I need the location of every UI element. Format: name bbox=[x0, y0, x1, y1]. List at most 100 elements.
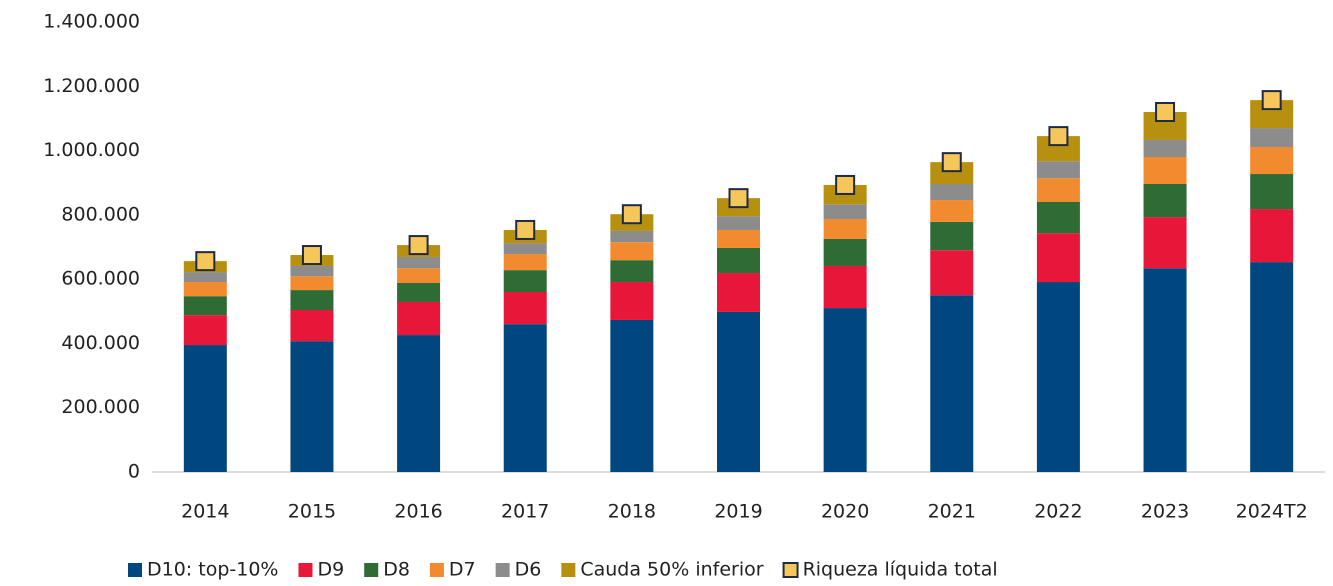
bar-segment bbox=[930, 162, 974, 184]
legend-swatch bbox=[298, 563, 313, 577]
legend-swatch bbox=[782, 562, 799, 578]
x-tick-label: 2014 bbox=[181, 501, 229, 523]
x-tick-label: 2021 bbox=[928, 501, 976, 523]
y-tick-label: 400.000 bbox=[61, 332, 140, 354]
legend-swatch bbox=[364, 563, 379, 577]
bar-segment bbox=[503, 254, 547, 271]
y-tick-label: 600.000 bbox=[61, 268, 140, 290]
bar-segment bbox=[930, 221, 974, 251]
y-tick-label: 1.400.000 bbox=[43, 11, 140, 33]
bar-segment bbox=[823, 238, 867, 266]
bar-segment bbox=[397, 256, 441, 269]
y-tick-label: 1.000.000 bbox=[43, 139, 140, 161]
total-marker bbox=[195, 251, 216, 272]
bar-segment bbox=[1250, 262, 1294, 472]
x-tick-label: 2024T2 bbox=[1236, 501, 1308, 523]
legend-label: D7 bbox=[449, 559, 476, 581]
total-marker bbox=[301, 245, 322, 266]
x-tick-label: 2016 bbox=[394, 501, 442, 523]
bar-segment bbox=[1143, 139, 1187, 157]
bar-segment bbox=[183, 272, 227, 283]
total-marker bbox=[835, 174, 856, 195]
bar-segment bbox=[610, 242, 654, 261]
bar-segment bbox=[717, 229, 760, 248]
bar-segment bbox=[823, 308, 867, 472]
legend-swatch bbox=[429, 563, 444, 577]
bar-segment bbox=[503, 270, 547, 292]
bar-segment bbox=[290, 290, 334, 310]
bar-segment bbox=[930, 200, 974, 222]
bar-segment bbox=[183, 315, 227, 346]
total-marker bbox=[515, 219, 536, 240]
legend-label: D9 bbox=[317, 559, 344, 581]
y-tick-label: 1.200.000 bbox=[43, 75, 140, 97]
bar-segment bbox=[290, 276, 334, 291]
x-tick-label: 2017 bbox=[501, 501, 549, 523]
x-tick-label: 2015 bbox=[288, 501, 336, 523]
legend-swatch bbox=[128, 563, 142, 577]
bar-segment bbox=[823, 265, 867, 309]
bar-segment bbox=[1143, 217, 1187, 269]
bar-segment bbox=[1143, 184, 1187, 218]
legend-label: Riqueza líquida total bbox=[803, 559, 998, 581]
legend-swatch bbox=[495, 563, 510, 577]
bar-segment bbox=[930, 184, 974, 201]
total-marker bbox=[1261, 90, 1282, 111]
bar-segment bbox=[717, 216, 760, 230]
y-tick-label: 200.000 bbox=[61, 396, 140, 418]
bar-segment bbox=[823, 204, 867, 220]
bar-segment bbox=[1143, 268, 1187, 472]
bar-segment bbox=[717, 273, 760, 312]
total-marker bbox=[1048, 126, 1069, 147]
bar-segment bbox=[397, 268, 441, 283]
bar-segment bbox=[610, 260, 654, 283]
x-tick-label: 2019 bbox=[714, 501, 762, 523]
bar-segment bbox=[1250, 128, 1294, 148]
y-tick-label: 800.000 bbox=[61, 203, 140, 225]
bar-segment bbox=[290, 310, 334, 342]
bar-segment bbox=[930, 295, 974, 472]
bar-segment bbox=[1036, 233, 1080, 283]
bar-segment bbox=[503, 292, 547, 325]
bar-segment bbox=[183, 345, 227, 472]
bar-segment bbox=[183, 296, 227, 316]
total-marker bbox=[408, 235, 429, 256]
bar-segment bbox=[610, 230, 654, 243]
legend-label: D6 bbox=[515, 559, 542, 581]
legend-label: Cauda 50% inferior bbox=[580, 559, 763, 581]
total-marker bbox=[621, 204, 642, 225]
x-tick-label: 2023 bbox=[1141, 501, 1189, 523]
bar-segment bbox=[397, 283, 441, 302]
bar-segment bbox=[610, 319, 654, 472]
total-marker bbox=[728, 188, 749, 209]
bar-segment bbox=[290, 341, 334, 472]
bar-segment bbox=[1036, 178, 1080, 202]
bar-segment bbox=[823, 219, 867, 239]
bar-segment bbox=[1036, 282, 1080, 472]
legend-label: D10: top-10% bbox=[147, 559, 278, 581]
bar-segment bbox=[1250, 147, 1294, 175]
bar-segment bbox=[1250, 209, 1294, 263]
x-tick-label: 2018 bbox=[608, 501, 656, 523]
bar-segment bbox=[930, 250, 974, 296]
bar-segment bbox=[397, 335, 441, 472]
bar-segment bbox=[503, 243, 547, 255]
bar-segment bbox=[503, 324, 547, 472]
bar-segment bbox=[717, 311, 760, 472]
legend-label: D8 bbox=[383, 559, 410, 581]
total-marker bbox=[941, 152, 962, 173]
y-tick-label: 0 bbox=[128, 461, 140, 483]
legend-swatch bbox=[561, 563, 576, 577]
bar-segment bbox=[610, 282, 654, 320]
x-tick-label: 2022 bbox=[1034, 501, 1082, 523]
x-tick-label: 2020 bbox=[821, 501, 869, 523]
total-marker bbox=[1155, 102, 1176, 122]
bar-segment bbox=[717, 247, 760, 274]
bar-segment bbox=[183, 282, 227, 297]
bar-segment bbox=[290, 265, 334, 277]
bar-segment bbox=[1036, 202, 1080, 234]
bar-segment bbox=[397, 301, 441, 336]
bar-segment bbox=[1036, 161, 1080, 179]
bar-segment bbox=[1250, 174, 1294, 210]
